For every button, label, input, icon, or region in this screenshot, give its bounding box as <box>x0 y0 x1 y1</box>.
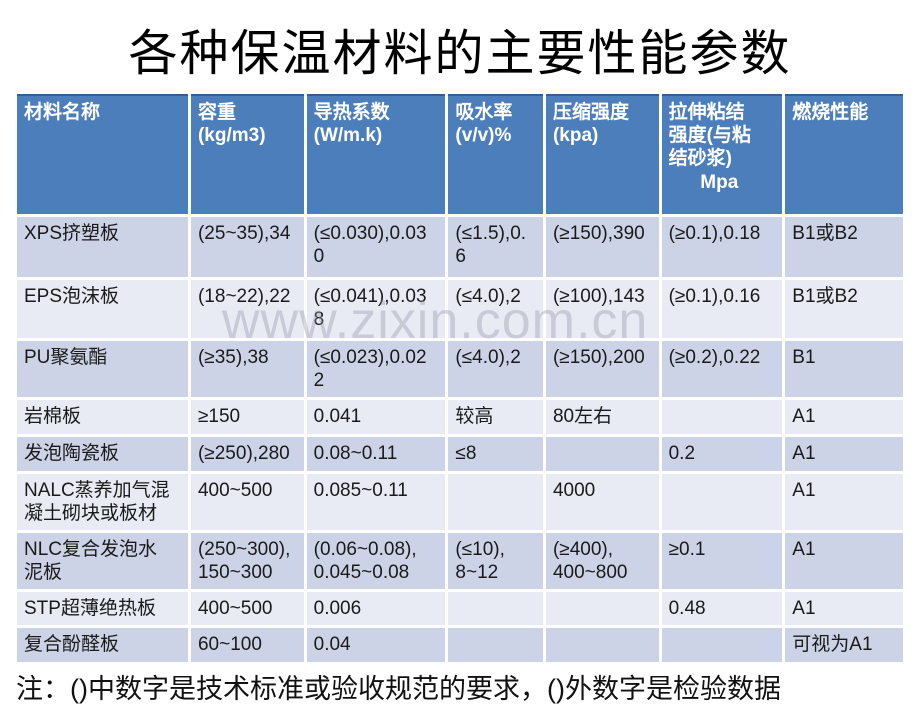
table-cell: XPS挤塑板 <box>17 217 188 277</box>
table-cell: A1 <box>785 592 903 626</box>
table-cell <box>661 473 783 530</box>
table-cell: 0.041 <box>306 400 446 435</box>
table-cell: (18~22),22 <box>190 280 304 338</box>
table-cell: (≥250),280 <box>190 437 304 471</box>
table-cell: (≤0.023),0.02 2 <box>306 341 446 398</box>
table-cell: NLC复合发泡水 泥板 <box>17 532 188 590</box>
table-cell: (≥0.1),0.16 <box>661 280 783 338</box>
table-cell: (≥150),390 <box>545 217 659 277</box>
table-cell: ≥0.1 <box>661 532 783 590</box>
table-cell: (≤0.030),0.03 0 <box>306 217 446 277</box>
table-cell: 岩棉板 <box>17 400 188 435</box>
table-cell: 0.2 <box>661 437 783 471</box>
table-cell: 4000 <box>545 473 659 530</box>
table-cell: (≥0.2),0.22 <box>661 341 783 398</box>
footnote-text: 注：()中数字是技术标准或验收规范的要求，()外数字是检验数据 <box>16 673 781 704</box>
table-cell <box>661 400 783 435</box>
table-cell: ≤8 <box>448 437 543 471</box>
table-cell <box>448 628 543 662</box>
table-cell: (≤4.0),2 <box>448 280 543 338</box>
table-cell: (≥400), 400~800 <box>545 532 659 590</box>
table-cell: (≤4.0),2 <box>448 341 543 398</box>
table-cell: 400~500 <box>190 473 304 530</box>
header-compressive-strength: 压缩强度 (kpa) <box>545 94 659 214</box>
table-cell: 0.006 <box>306 592 446 626</box>
table-cell: STP超薄绝热板 <box>17 592 188 626</box>
table-cell: 60~100 <box>190 628 304 662</box>
table-cell: A1 <box>785 473 903 530</box>
table-row-nalc: NALC蒸养加气混 凝土砌块或板材 400~500 0.085~0.11 400… <box>17 473 903 530</box>
table-cell: 可视为A1 <box>785 628 903 662</box>
table-cell <box>448 592 543 626</box>
table-cell: 较高 <box>448 400 543 435</box>
table-cell: 80左右 <box>545 400 659 435</box>
table-cell: B1或B2 <box>785 217 903 277</box>
header-water-absorption: 吸水率 (v/v)% <box>448 94 543 214</box>
table-cell <box>545 628 659 662</box>
table-cell: B1 <box>785 341 903 398</box>
header-tensile-bond-strength: 拉伸粘结 强度(与粘 结砂浆) Mpa <box>661 94 783 214</box>
table-cell: (≤0.041),0.03 8 <box>306 280 446 338</box>
table-cell: (0.06~0.08), 0.045~0.08 <box>306 532 446 590</box>
table-row-foamed-ceramic: 发泡陶瓷板 (≥250),280 0.08~0.11 ≤8 0.2 A1 <box>17 437 903 471</box>
header-bulk-density: 容重 (kg/m3) <box>190 94 304 214</box>
table-row-nlc: NLC复合发泡水 泥板 (250~300), 150~300 (0.06~0.0… <box>17 532 903 590</box>
table-row-eps: EPS泡沫板 (18~22),22 (≤0.041),0.03 8 (≤4.0)… <box>17 280 903 338</box>
table-cell: 复合酚醛板 <box>17 628 188 662</box>
table-cell: B1或B2 <box>785 280 903 338</box>
table-cell: PU聚氨酯 <box>17 341 188 398</box>
table-cell: (≤1.5),0. 6 <box>448 217 543 277</box>
table-row-xps: XPS挤塑板 (25~35),34 (≤0.030),0.03 0 (≤1.5)… <box>17 217 903 277</box>
table-cell: A1 <box>785 437 903 471</box>
table-cell: 0.04 <box>306 628 446 662</box>
table-header-row: 材料名称 容重 (kg/m3) 导热系数 (W/m.k) 吸水率 (v/v)% … <box>17 94 903 214</box>
table-row-pu: PU聚氨酯 (≥35),38 (≤0.023),0.02 2 (≤4.0),2 … <box>17 341 903 398</box>
table-cell: 0.085~0.11 <box>306 473 446 530</box>
table-cell: (25~35),34 <box>190 217 304 277</box>
table-cell: 0.48 <box>661 592 783 626</box>
header-material-name: 材料名称 <box>17 94 188 214</box>
table-cell: 0.08~0.11 <box>306 437 446 471</box>
table-cell: A1 <box>785 400 903 435</box>
page-title: 各种保温材料的主要性能参数 <box>128 26 792 81</box>
table-cell: (≤10), 8~12 <box>448 532 543 590</box>
table-cell <box>448 473 543 530</box>
table-cell <box>545 437 659 471</box>
table-cell: NALC蒸养加气混 凝土砌块或板材 <box>17 473 188 530</box>
table-cell: (≥0.1),0.18 <box>661 217 783 277</box>
table-cell <box>545 592 659 626</box>
table-cell: EPS泡沫板 <box>17 280 188 338</box>
table-row-phenolic: 复合酚醛板 60~100 0.04 可视为A1 <box>17 628 903 662</box>
table-cell: (≥150),200 <box>545 341 659 398</box>
table-cell <box>661 628 783 662</box>
table-cell: 发泡陶瓷板 <box>17 437 188 471</box>
table-row-rockwool: 岩棉板 ≥150 0.041 较高 80左右 A1 <box>17 400 903 435</box>
table-row-stp: STP超薄绝热板 400~500 0.006 0.48 A1 <box>17 592 903 626</box>
table-cell: (≥100),143 <box>545 280 659 338</box>
table-cell: (250~300), 150~300 <box>190 532 304 590</box>
header-thermal-conductivity: 导热系数 (W/m.k) <box>306 94 446 214</box>
table-cell: ≥150 <box>190 400 304 435</box>
materials-table: 材料名称 容重 (kg/m3) 导热系数 (W/m.k) 吸水率 (v/v)% … <box>14 91 906 665</box>
header-combustion-performance: 燃烧性能 <box>785 94 903 214</box>
table-cell: 400~500 <box>190 592 304 626</box>
table-cell: A1 <box>785 532 903 590</box>
table-cell: (≥35),38 <box>190 341 304 398</box>
